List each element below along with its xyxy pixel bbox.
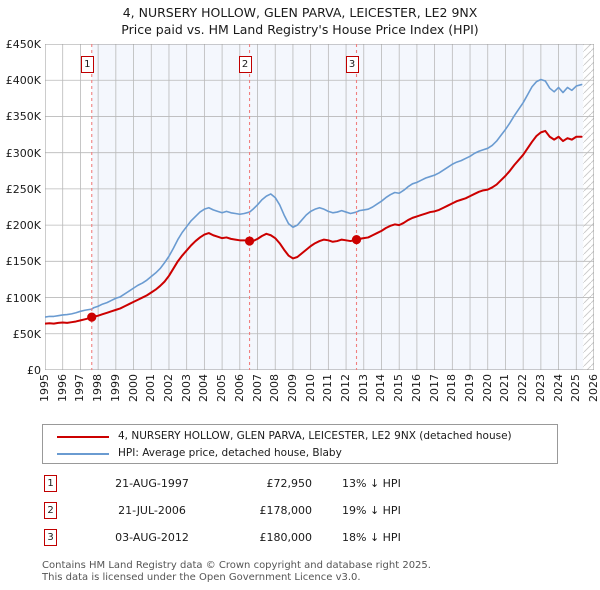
legend-item-0: 4, NURSERY HOLLOW, GLEN PARVA, LEICESTER… (43, 428, 557, 446)
chart-marker-3[interactable]: 3 (345, 56, 359, 73)
legend-label-1: HPI: Average price, detached house, Blab… (118, 447, 342, 459)
y-tick-£300K: £300K (5, 146, 41, 160)
table-row: 3 03-AUG-2012 £180,000 18% ↓ HPI (42, 526, 462, 553)
chart-plot-area: 1 2 3 (45, 44, 594, 370)
x-tick-1998: 1998 (91, 374, 105, 402)
x-tick-1995: 1995 (38, 374, 51, 402)
x-tick-2019: 2019 (463, 374, 477, 402)
chart-marker-1[interactable]: 1 (80, 56, 94, 73)
transactions-table: 1 21-AUG-1997 £72,950 13% ↓ HPI 2 21-JUL-2006… (42, 472, 462, 553)
x-tick-2005: 2005 (215, 374, 229, 402)
x-tick-2008: 2008 (268, 374, 282, 402)
x-tick-2009: 2009 (285, 374, 299, 402)
legend-item-1: HPI: Average price, detached house, Blab… (43, 445, 557, 463)
transaction-marker-3[interactable]: 3 (44, 529, 57, 546)
x-tick-2024: 2024 (551, 374, 565, 402)
footer-attribution: Contains HM Land Registry data © Crown c… (42, 560, 562, 584)
x-tick-2011: 2011 (321, 374, 335, 402)
transaction-hpi-delta: 19% ↓ HPI (342, 504, 401, 517)
y-tick-£450K: £450K (5, 38, 41, 51)
transaction-price: £180,000 (259, 531, 313, 544)
x-tick-2021: 2021 (498, 374, 512, 402)
x-tick-2010: 2010 (303, 374, 317, 402)
x-tick-2006: 2006 (232, 374, 246, 402)
y-tick-£100K: £100K (5, 291, 41, 305)
chart-marker-2[interactable]: 2 (238, 56, 252, 73)
title-line-2: Price paid vs. HM Land Registry's House … (121, 22, 479, 37)
x-tick-2015: 2015 (392, 374, 406, 402)
legend-label-0: 4, NURSERY HOLLOW, GLEN PARVA, LEICESTER… (118, 430, 512, 442)
legend-swatch-hpi (57, 453, 109, 456)
page-title: 4, NURSERY HOLLOW, GLEN PARVA, LEICESTER… (0, 4, 600, 38)
transaction-marker-1[interactable]: 1 (44, 475, 57, 492)
x-tick-2003: 2003 (179, 374, 193, 402)
x-tick-1996: 1996 (55, 374, 69, 402)
y-tick-£250K: £250K (5, 182, 41, 196)
x-tick-2001: 2001 (144, 374, 158, 402)
footer-line-2: This data is licensed under the Open Gov… (42, 572, 361, 583)
x-tick-2025: 2025 (569, 374, 583, 402)
chart-legend: 4, NURSERY HOLLOW, GLEN PARVA, LEICESTER… (42, 424, 558, 464)
x-tick-2020: 2020 (480, 374, 494, 402)
x-tick-2002: 2002 (161, 374, 175, 402)
x-tick-2013: 2013 (356, 374, 370, 402)
x-tick-2022: 2022 (516, 374, 530, 402)
transaction-date: 21-AUG-1997 (115, 477, 189, 490)
transaction-price: £178,000 (259, 504, 313, 517)
transaction-hpi-delta: 13% ↓ HPI (342, 477, 401, 490)
x-axis-labels: 1995 1996 1997 1998 1999 2000 2001 2002 2003 2004… (38, 374, 600, 416)
x-tick-2018: 2018 (445, 374, 459, 402)
x-tick-1999: 1999 (108, 374, 122, 402)
x-tick-2016: 2016 (409, 374, 423, 402)
y-axis-labels: £0 £50K £100K £150K £200K £250K £300K £350K £400… (0, 39, 43, 376)
x-tick-2026: 2026 (587, 374, 600, 402)
x-tick-2014: 2014 (374, 374, 388, 402)
y-tick-£150K: £150K (5, 255, 41, 269)
legend-swatch-price_paid (57, 436, 109, 439)
table-row: 1 21-AUG-1997 £72,950 13% ↓ HPI (42, 472, 462, 499)
y-tick-£400K: £400K (5, 74, 41, 88)
x-tick-2004: 2004 (197, 374, 211, 402)
x-tick-2023: 2023 (533, 374, 547, 402)
transaction-hpi-delta: 18% ↓ HPI (342, 531, 401, 544)
y-tick-£50K: £50K (12, 327, 41, 341)
x-tick-1997: 1997 (73, 374, 87, 402)
y-tick-£350K: £350K (5, 110, 41, 124)
x-tick-2012: 2012 (339, 374, 353, 402)
table-row: 2 21-JUL-2006 £178,000 19% ↓ HPI (42, 499, 462, 526)
transaction-price: £72,950 (266, 477, 313, 490)
y-tick-£0: £0 (27, 364, 41, 377)
price-history-chart (45, 44, 594, 370)
y-tick-£200K: £200K (5, 219, 41, 233)
footer-line-1: Contains HM Land Registry data © Crown c… (42, 560, 431, 571)
title-line-1: 4, NURSERY HOLLOW, GLEN PARVA, LEICESTER… (122, 5, 478, 20)
transaction-date: 21-JUL-2006 (118, 504, 186, 517)
x-tick-2017: 2017 (427, 374, 441, 402)
transaction-marker-2[interactable]: 2 (44, 502, 57, 519)
x-tick-2007: 2007 (250, 374, 264, 402)
transaction-date: 03-AUG-2012 (115, 531, 189, 544)
x-tick-2000: 2000 (126, 374, 140, 402)
